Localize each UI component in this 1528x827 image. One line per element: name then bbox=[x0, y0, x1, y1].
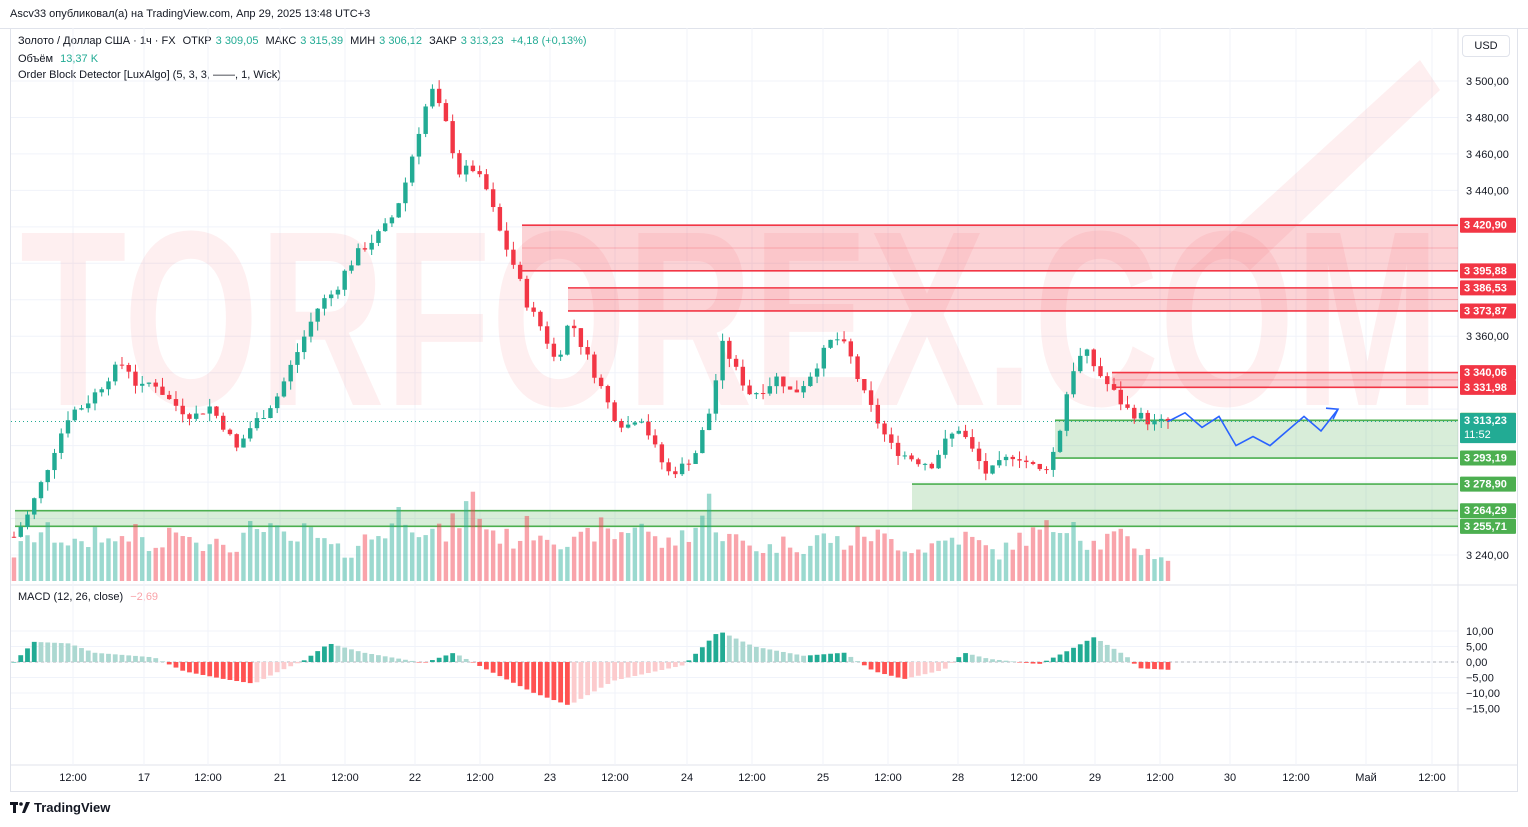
change-value: +4,18 (+0,13%) bbox=[510, 35, 587, 47]
macd-label: MACD (12, 26, close) bbox=[18, 591, 124, 603]
low-value: 3 306,12 bbox=[379, 35, 422, 47]
macd-legend[interactable]: MACD (12, 26, close) −2,69 bbox=[18, 591, 162, 603]
open-label: ОТКР bbox=[182, 35, 212, 47]
tradingview-logo-icon bbox=[10, 801, 30, 813]
currency-button[interactable]: USD bbox=[1462, 35, 1510, 57]
close-value: 3 313,23 bbox=[460, 35, 504, 47]
open-value: 3 309,05 bbox=[215, 35, 259, 47]
top-bar: Ascv33 опубликовал(а) на TradingView.com… bbox=[0, 0, 1528, 29]
publisher-caption: Ascv33 опубликовал(а) на TradingView.com… bbox=[10, 8, 371, 20]
footer: TradingView bbox=[10, 800, 110, 815]
indicator-name: Order Block Detector [LuxAlgo] (5, 3, 3,… bbox=[18, 69, 281, 81]
volume-value: 13,37 K bbox=[60, 53, 99, 65]
volume-legend[interactable]: Объём 13,37 K bbox=[18, 53, 102, 65]
symbol-legend[interactable]: Золото / Доллар США · 1ч · FX ОТКР 3 309,… bbox=[18, 35, 591, 47]
symbol-name[interactable]: Золото / Доллар США · 1ч · FX bbox=[18, 35, 176, 47]
close-label: ЗАКР bbox=[429, 35, 457, 47]
high-label: МАКС bbox=[265, 35, 297, 47]
low-label: МИН bbox=[350, 35, 376, 47]
indicator-legend[interactable]: Order Block Detector [LuxAlgo] (5, 3, 3,… bbox=[18, 69, 285, 81]
volume-label: Объём bbox=[18, 53, 54, 65]
macd-value: −2,69 bbox=[130, 591, 159, 603]
high-value: 3 315,39 bbox=[300, 35, 344, 47]
footer-brand: TradingView bbox=[34, 800, 111, 815]
chart-panel[interactable] bbox=[10, 28, 1518, 792]
